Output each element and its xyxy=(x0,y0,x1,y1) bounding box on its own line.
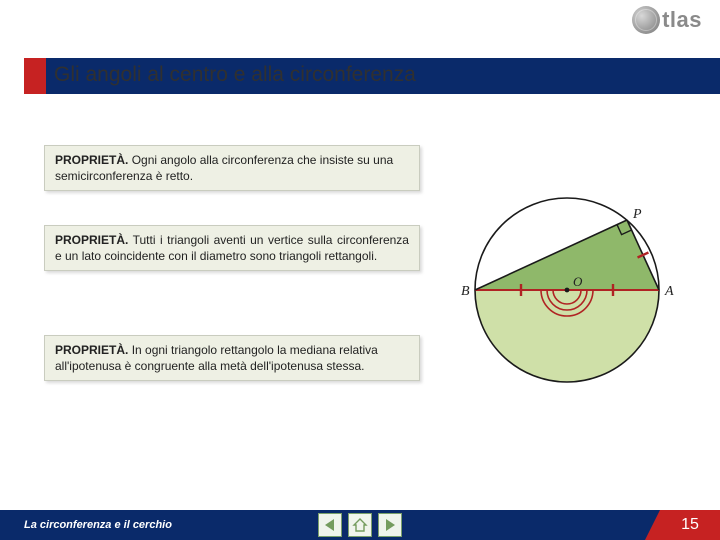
svg-text:B: B xyxy=(461,284,470,299)
svg-text:A: A xyxy=(664,284,674,299)
property-box-3: PROPRIETÀ. In ogni triangolo rettangolo … xyxy=(44,335,420,381)
globe-icon xyxy=(632,6,660,34)
circle-diagram: A B P O xyxy=(455,190,680,390)
svg-text:P: P xyxy=(632,207,642,222)
chevron-left-icon xyxy=(322,517,338,533)
svg-text:O: O xyxy=(573,274,583,289)
title-bar: Gli angoli al centro e alla circonferenz… xyxy=(24,58,720,94)
page-title: Gli angoli al centro e alla circonferenz… xyxy=(54,63,416,87)
property-label: PROPRIETÀ. xyxy=(55,233,128,247)
publisher-logo: tlas xyxy=(632,6,702,34)
page-number-value: 15 xyxy=(681,516,699,534)
title-accent xyxy=(24,58,46,94)
next-button[interactable] xyxy=(378,513,402,537)
home-icon xyxy=(352,517,368,533)
chevron-right-icon xyxy=(382,517,398,533)
footer-title: La circonferenza e il cerchio xyxy=(24,519,172,531)
property-box-1: PROPRIETÀ. Ogni angolo alla circonferenz… xyxy=(44,145,420,191)
property-box-2: PROPRIETÀ. Tutti i triangoli aventi un v… xyxy=(44,225,420,271)
property-label: PROPRIETÀ. xyxy=(55,153,128,167)
footer-nav xyxy=(318,513,402,537)
home-button[interactable] xyxy=(348,513,372,537)
page-number: 15 xyxy=(660,510,720,540)
property-label: PROPRIETÀ. xyxy=(55,343,128,357)
prev-button[interactable] xyxy=(318,513,342,537)
logo-text: tlas xyxy=(662,7,702,33)
